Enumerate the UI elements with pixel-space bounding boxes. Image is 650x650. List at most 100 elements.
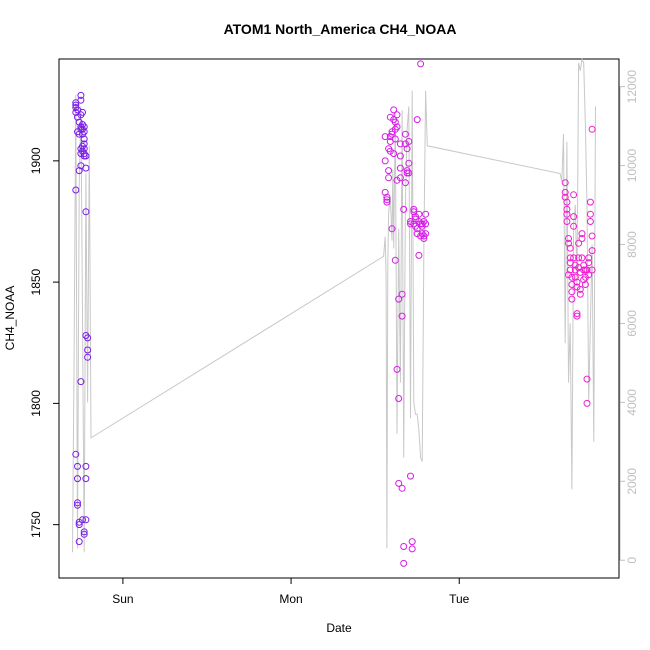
data-point bbox=[396, 174, 404, 182]
data-point bbox=[75, 538, 83, 546]
data-point bbox=[381, 133, 389, 141]
data-point bbox=[398, 290, 406, 298]
x-axis-label: Date bbox=[326, 621, 352, 635]
data-point bbox=[565, 235, 572, 242]
data-point bbox=[72, 101, 80, 109]
data-point bbox=[84, 346, 92, 354]
data-point bbox=[566, 244, 574, 252]
data-point bbox=[80, 135, 88, 143]
data-point bbox=[385, 167, 393, 175]
altitude-series bbox=[72, 57, 596, 553]
data-point bbox=[563, 205, 571, 213]
data-point bbox=[568, 273, 576, 281]
data-point bbox=[563, 218, 571, 225]
points-series bbox=[72, 60, 596, 567]
data-point bbox=[570, 254, 578, 262]
data-point bbox=[84, 334, 92, 342]
data-point bbox=[74, 499, 81, 507]
y-axis-label: CH4_NOAA bbox=[3, 286, 17, 351]
data-point bbox=[388, 130, 396, 138]
data-point bbox=[82, 208, 90, 216]
data-point bbox=[405, 169, 413, 177]
data-point bbox=[396, 152, 404, 160]
data-point bbox=[405, 138, 413, 145]
data-point bbox=[72, 186, 80, 194]
data-point bbox=[385, 174, 393, 182]
y2-tick-label: 4000 bbox=[625, 389, 639, 416]
data-point bbox=[74, 501, 81, 509]
y2-tick-label: 2000 bbox=[625, 468, 639, 495]
data-point bbox=[82, 152, 90, 160]
data-point bbox=[400, 559, 408, 567]
data-point bbox=[588, 232, 596, 240]
x-tick-label: Sun bbox=[112, 592, 133, 606]
data-point bbox=[588, 247, 596, 255]
data-point bbox=[395, 395, 403, 402]
data-point bbox=[77, 91, 85, 99]
data-point bbox=[576, 290, 584, 298]
axes: 1750 1800 1850 1900 0 2000 4000 6000 8000 10000 12… bbox=[29, 70, 639, 606]
data-point bbox=[381, 157, 389, 165]
data-point bbox=[75, 118, 83, 126]
data-point bbox=[388, 225, 396, 233]
data-point bbox=[82, 462, 90, 470]
data-point bbox=[401, 130, 409, 138]
data-point bbox=[400, 543, 408, 550]
data-point bbox=[395, 479, 403, 487]
y2-tick-label: 6000 bbox=[625, 310, 639, 337]
data-point bbox=[570, 191, 578, 199]
data-point bbox=[77, 378, 85, 386]
data-point bbox=[570, 222, 578, 230]
data-point bbox=[82, 516, 90, 524]
data-point bbox=[383, 193, 391, 201]
chart-title: ATOM1 North_America CH4_NOAA bbox=[224, 21, 457, 37]
data-point bbox=[422, 220, 430, 228]
data-point bbox=[578, 230, 586, 238]
y-tick-label: 1850 bbox=[29, 268, 43, 295]
data-point bbox=[77, 111, 85, 119]
data-point bbox=[77, 123, 85, 131]
data-point bbox=[408, 538, 416, 546]
data-point bbox=[391, 135, 399, 143]
y2-tick-label: 8000 bbox=[625, 231, 639, 258]
data-point bbox=[561, 188, 569, 196]
data-point bbox=[586, 198, 594, 206]
data-point bbox=[82, 164, 90, 172]
data-point bbox=[573, 278, 581, 286]
data-point bbox=[396, 164, 404, 172]
y2-tick-label: 12000 bbox=[625, 70, 639, 104]
plot-frame bbox=[58, 58, 620, 579]
data-point bbox=[72, 450, 80, 458]
data-point bbox=[583, 266, 591, 274]
data-point bbox=[393, 365, 401, 373]
data-point bbox=[561, 179, 569, 187]
data-point bbox=[396, 140, 404, 148]
data-point bbox=[398, 484, 406, 492]
data-point bbox=[578, 235, 586, 242]
data-point bbox=[588, 266, 596, 274]
data-point bbox=[390, 150, 398, 158]
y2-tick-label: 10000 bbox=[625, 149, 639, 183]
data-point bbox=[573, 312, 581, 320]
data-point bbox=[391, 118, 399, 126]
data-point bbox=[74, 462, 81, 470]
data-point bbox=[383, 196, 391, 204]
data-point bbox=[585, 271, 593, 279]
data-point bbox=[566, 266, 574, 274]
data-point bbox=[422, 210, 430, 218]
data-point bbox=[395, 295, 403, 303]
altitude-line bbox=[72, 57, 596, 553]
data-point bbox=[570, 213, 578, 221]
data-point bbox=[585, 254, 593, 262]
data-point bbox=[413, 116, 421, 124]
data-point bbox=[390, 106, 398, 114]
data-point bbox=[80, 528, 88, 536]
data-point bbox=[75, 130, 83, 138]
data-point bbox=[75, 521, 83, 529]
data-point bbox=[561, 193, 569, 201]
data-point bbox=[575, 254, 583, 262]
data-point bbox=[381, 188, 389, 196]
y-tick-label: 1750 bbox=[29, 511, 43, 538]
data-point bbox=[383, 198, 391, 206]
